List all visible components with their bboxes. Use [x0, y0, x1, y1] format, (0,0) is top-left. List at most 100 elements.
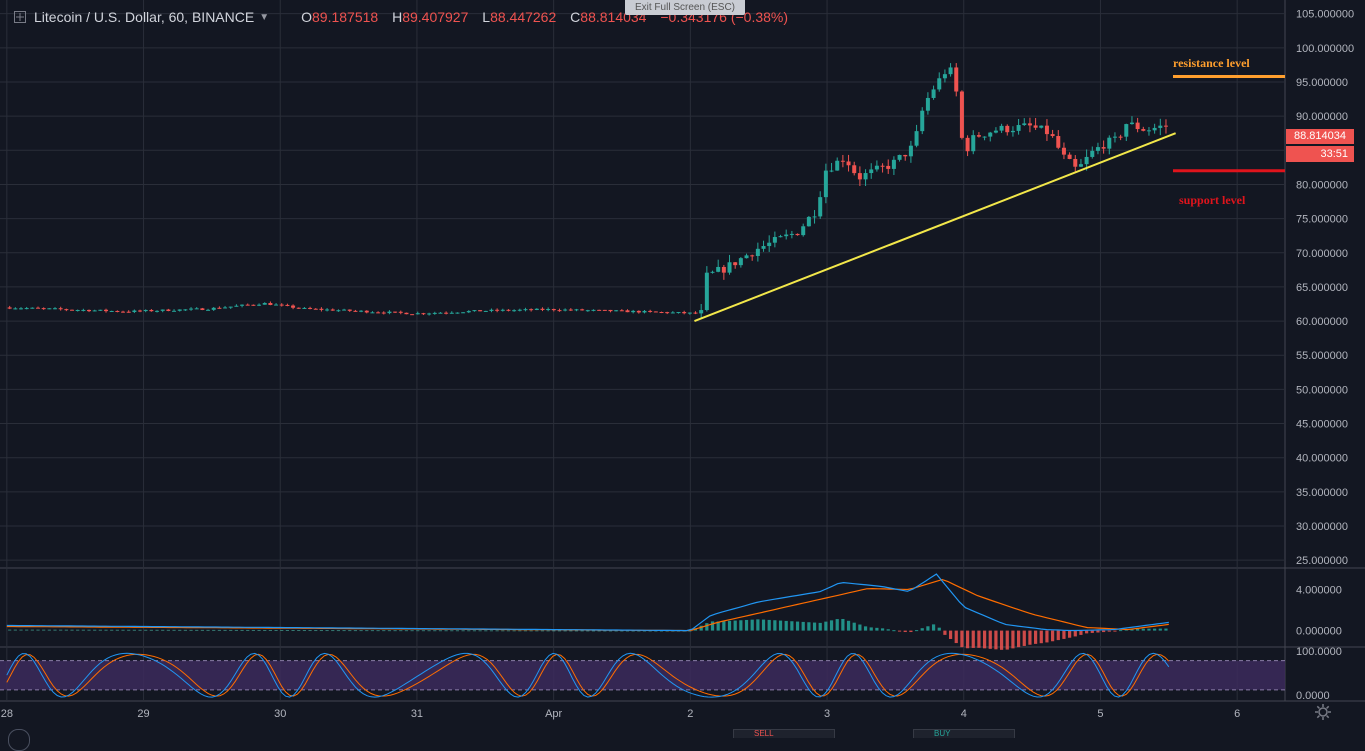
macd-histogram-bar — [1130, 628, 1134, 631]
y-tick-label: 105.000000 — [1296, 9, 1354, 21]
candle-body — [551, 309, 556, 311]
candle-body — [432, 312, 437, 314]
macd-histogram-bar — [53, 629, 57, 631]
macd-histogram-bar — [421, 630, 426, 632]
y-tick-label: 75.000000 — [1296, 214, 1348, 226]
candle-body — [540, 308, 545, 310]
macd-histogram-bar — [750, 619, 754, 631]
candle-body — [806, 216, 811, 227]
candle-body — [818, 197, 823, 217]
candle-body — [274, 304, 279, 306]
candle-body — [1146, 130, 1151, 132]
candle-body — [557, 310, 562, 312]
candle-body — [614, 310, 619, 312]
candle-body — [81, 309, 86, 311]
candle-body — [319, 308, 324, 310]
candle-body — [778, 236, 783, 238]
candle-body — [109, 310, 114, 312]
candle-body — [636, 310, 641, 313]
candle-body — [19, 308, 24, 310]
candle-body — [495, 309, 500, 311]
crosshair-icon[interactable] — [14, 11, 26, 23]
macd-histogram-bar — [1056, 630, 1060, 641]
candle-body — [132, 310, 137, 312]
macd-histogram-bar — [1136, 628, 1140, 631]
candle-body — [189, 308, 194, 310]
candle-body — [744, 255, 749, 259]
rsi-tick-label: 0.0000 — [1296, 690, 1330, 702]
candle-body — [421, 313, 426, 315]
candle-body — [166, 309, 171, 311]
macd-histogram-bar — [988, 630, 992, 649]
macd-histogram-bar — [81, 629, 85, 631]
candle-body — [1056, 136, 1061, 148]
candle-body — [829, 170, 834, 172]
macd-histogram-bar — [410, 630, 414, 632]
macd-histogram-bar — [965, 630, 970, 649]
macd-histogram-bar — [138, 629, 142, 631]
y-tick-label: 25.000000 — [1296, 555, 1348, 567]
macd-histogram-bar — [268, 629, 273, 631]
macd-histogram-bar — [603, 630, 607, 632]
candle-body — [1067, 154, 1072, 159]
macd-histogram-bar — [166, 629, 170, 631]
macd-histogram-bar — [795, 621, 800, 631]
candle-body — [625, 310, 630, 313]
chevron-down-icon[interactable]: ▼ — [259, 11, 270, 23]
bar-countdown-label: 33:51 — [1286, 146, 1354, 162]
support-annotation: support level — [1179, 193, 1246, 207]
macd-histogram-bar — [954, 630, 958, 644]
candle-body — [965, 137, 970, 152]
macd-histogram-bar — [546, 630, 550, 632]
macd-histogram-bar — [172, 629, 176, 631]
candle-body — [53, 308, 58, 310]
candle-body — [886, 165, 891, 169]
macd-histogram-bar — [812, 622, 817, 631]
rsi-band — [0, 660, 1285, 690]
macd-histogram-bar — [710, 621, 715, 631]
candle-body — [194, 308, 199, 310]
macd-histogram-bar — [1005, 630, 1009, 650]
candle-body — [138, 310, 143, 312]
candle-body — [302, 307, 307, 309]
macd-histogram-bar — [478, 630, 482, 632]
macd-histogram-bar — [484, 630, 488, 632]
candle-body — [58, 308, 63, 310]
macd-histogram-bar — [863, 626, 868, 631]
candle-body — [364, 310, 369, 313]
symbol-title[interactable]: Litecoin / U.S. Dollar, 60, BINANCE — [34, 9, 255, 25]
candle-body — [92, 310, 97, 312]
macd-histogram-bar — [858, 624, 862, 631]
candle-body — [704, 272, 709, 311]
y-tick-label: 50.000000 — [1296, 384, 1348, 396]
sell-button[interactable]: SELL — [733, 729, 835, 738]
candle-body — [104, 309, 109, 312]
macd-histogram-bar — [512, 630, 516, 632]
candle-body — [670, 312, 675, 314]
macd-histogram-bar — [569, 630, 573, 632]
candle-body — [863, 173, 868, 180]
candle-body — [653, 311, 658, 313]
candle-body — [608, 309, 613, 312]
candle-body — [268, 303, 273, 305]
candle-body — [1163, 125, 1168, 127]
macd-histogram-bar — [399, 630, 403, 632]
candle-body — [489, 309, 494, 311]
candle-body — [223, 307, 228, 309]
candle-body — [234, 305, 239, 307]
candle-body — [795, 233, 800, 236]
macd-histogram-bar — [880, 628, 885, 631]
macd-histogram-bar — [427, 630, 431, 632]
buy-button[interactable]: BUY — [913, 729, 1015, 738]
y-tick-label: 95.000000 — [1296, 77, 1348, 89]
macd-histogram-bar — [36, 629, 40, 631]
candle-body — [761, 246, 766, 249]
candle-body — [687, 312, 692, 314]
gear-icon[interactable] — [1314, 703, 1332, 721]
avatar[interactable] — [8, 729, 30, 751]
candle-body — [619, 310, 624, 312]
exit-fullscreen-tooltip[interactable]: Exit Full Screen (ESC) — [625, 0, 745, 15]
candle-body — [925, 97, 930, 111]
macd-histogram-bar — [1016, 630, 1021, 648]
